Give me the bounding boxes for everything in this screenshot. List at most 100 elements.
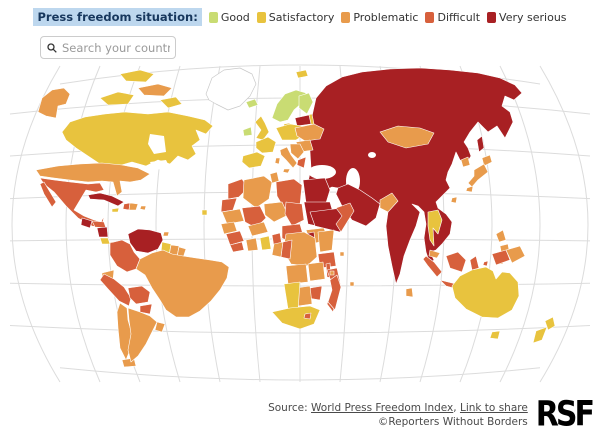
region-dominican[interactable] <box>128 202 139 211</box>
region-madagascar[interactable] <box>327 274 342 311</box>
region-eurasia-core[interactable] <box>307 67 523 285</box>
region-indian-dot-1[interactable] <box>339 251 345 257</box>
region-chad[interactable] <box>284 201 305 227</box>
region-kenya[interactable] <box>317 229 335 253</box>
region-puerto-rico[interactable] <box>139 205 147 211</box>
region-guinea[interactable] <box>225 230 245 246</box>
region-borneo[interactable] <box>445 251 467 273</box>
region-niger[interactable] <box>263 201 289 223</box>
region-png[interactable] <box>505 245 526 264</box>
region-mongolia[interactable] <box>379 125 435 149</box>
region-namibia[interactable] <box>283 281 301 312</box>
region-cape-verde[interactable] <box>201 209 208 216</box>
region-venezuela[interactable] <box>127 228 164 254</box>
region-uruguay[interactable] <box>154 321 166 333</box>
region-canada[interactable] <box>61 111 214 167</box>
region-greece[interactable] <box>296 156 307 169</box>
region-jamaica[interactable] <box>111 207 120 213</box>
region-costa-rica[interactable] <box>99 237 111 245</box>
share-link[interactable]: Link to share <box>459 402 528 414</box>
region-belarus[interactable] <box>294 114 312 127</box>
region-arctic-island-1[interactable] <box>99 91 135 106</box>
legend-item-satisfactory: Satisfactory <box>256 11 334 24</box>
region-thailand[interactable] <box>427 209 443 247</box>
region-indian-dot-3[interactable] <box>349 281 355 287</box>
region-burkina[interactable] <box>247 221 269 237</box>
region-sumatra[interactable] <box>422 255 443 278</box>
region-arctic-island-3[interactable] <box>119 69 155 83</box>
region-tasmania[interactable] <box>489 330 501 340</box>
region-egypt[interactable] <box>302 177 331 204</box>
region-ireland[interactable] <box>242 126 253 137</box>
country-search[interactable] <box>40 36 176 59</box>
region-arctic-island-2[interactable] <box>137 83 173 97</box>
region-south-korea[interactable] <box>460 156 471 168</box>
region-japan-honshu[interactable] <box>467 163 489 188</box>
source-prefix: Source: <box>268 402 312 414</box>
region-baja[interactable] <box>39 181 57 208</box>
region-moluccas[interactable] <box>482 260 489 267</box>
region-balkans[interactable] <box>289 143 305 160</box>
region-indian-dot-2[interactable] <box>329 270 335 276</box>
region-cuba[interactable] <box>87 192 125 207</box>
region-iceland[interactable] <box>245 98 259 109</box>
region-oman[interactable] <box>379 192 399 213</box>
region-greenland[interactable] <box>205 67 257 111</box>
region-sri-lanka[interactable] <box>405 287 414 298</box>
region-chile[interactable] <box>116 302 133 361</box>
region-usa[interactable] <box>35 162 151 197</box>
region-ghana[interactable] <box>259 235 272 251</box>
region-south-africa[interactable] <box>271 305 321 330</box>
region-lesotho[interactable] <box>303 312 312 320</box>
legend-bar: Press freedom situation: Good Satisfacto… <box>0 8 600 26</box>
region-arctic-island-4[interactable] <box>159 96 183 109</box>
region-sakhalin[interactable] <box>476 135 485 153</box>
good-swatch <box>208 11 218 23</box>
region-trinidad[interactable] <box>162 231 170 237</box>
search-input[interactable] <box>62 40 170 55</box>
region-peru[interactable] <box>99 273 132 307</box>
region-arabia[interactable] <box>335 183 381 227</box>
region-sicily[interactable] <box>282 168 291 174</box>
region-guatemala[interactable] <box>80 217 93 229</box>
region-ukraine[interactable] <box>294 123 325 142</box>
region-france[interactable] <box>255 136 277 154</box>
region-uk[interactable] <box>254 115 270 141</box>
region-malaysia[interactable] <box>428 249 441 259</box>
region-finland[interactable] <box>298 92 314 115</box>
region-sardinia[interactable] <box>274 157 281 165</box>
region-nicaragua[interactable] <box>96 226 109 238</box>
region-australia[interactable] <box>451 266 520 319</box>
region-sierra-leone[interactable] <box>229 241 245 253</box>
world-map <box>0 60 600 392</box>
source-link[interactable]: World Press Freedom Index <box>311 402 454 414</box>
source-line: Source: World Press Freedom Index, Link … <box>268 401 528 415</box>
region-japan-hokkaido[interactable] <box>481 154 493 167</box>
rsf-logo: RSF <box>535 394 595 435</box>
region-honduras[interactable] <box>91 220 107 229</box>
region-japan-kyushu[interactable] <box>465 185 474 193</box>
region-ivory-coast[interactable] <box>245 237 259 252</box>
region-paraguay[interactable] <box>139 303 153 315</box>
region-taiwan[interactable] <box>450 196 458 204</box>
region-bolivia[interactable] <box>127 285 151 305</box>
region-mauritania[interactable] <box>221 208 245 225</box>
region-congo[interactable] <box>280 239 293 260</box>
region-sulawesi[interactable] <box>469 255 480 271</box>
region-senegal[interactable] <box>220 221 238 235</box>
region-italy[interactable] <box>279 146 298 169</box>
region-west-new-guinea[interactable] <box>491 249 511 266</box>
region-mexico[interactable] <box>39 177 105 229</box>
region-somalia[interactable] <box>335 202 355 233</box>
region-tunisia[interactable] <box>269 171 280 184</box>
region-alaska[interactable] <box>37 87 71 119</box>
region-nz-south[interactable] <box>532 326 548 344</box>
region-zambia[interactable] <box>307 261 326 282</box>
region-svalbard[interactable] <box>295 69 309 79</box>
region-philippines-1[interactable] <box>495 229 507 243</box>
region-angola[interactable] <box>285 263 309 285</box>
region-brazil[interactable] <box>135 249 230 318</box>
region-argentina[interactable] <box>127 307 158 363</box>
region-iberia[interactable] <box>241 151 266 169</box>
region-algeria[interactable] <box>242 175 273 209</box>
